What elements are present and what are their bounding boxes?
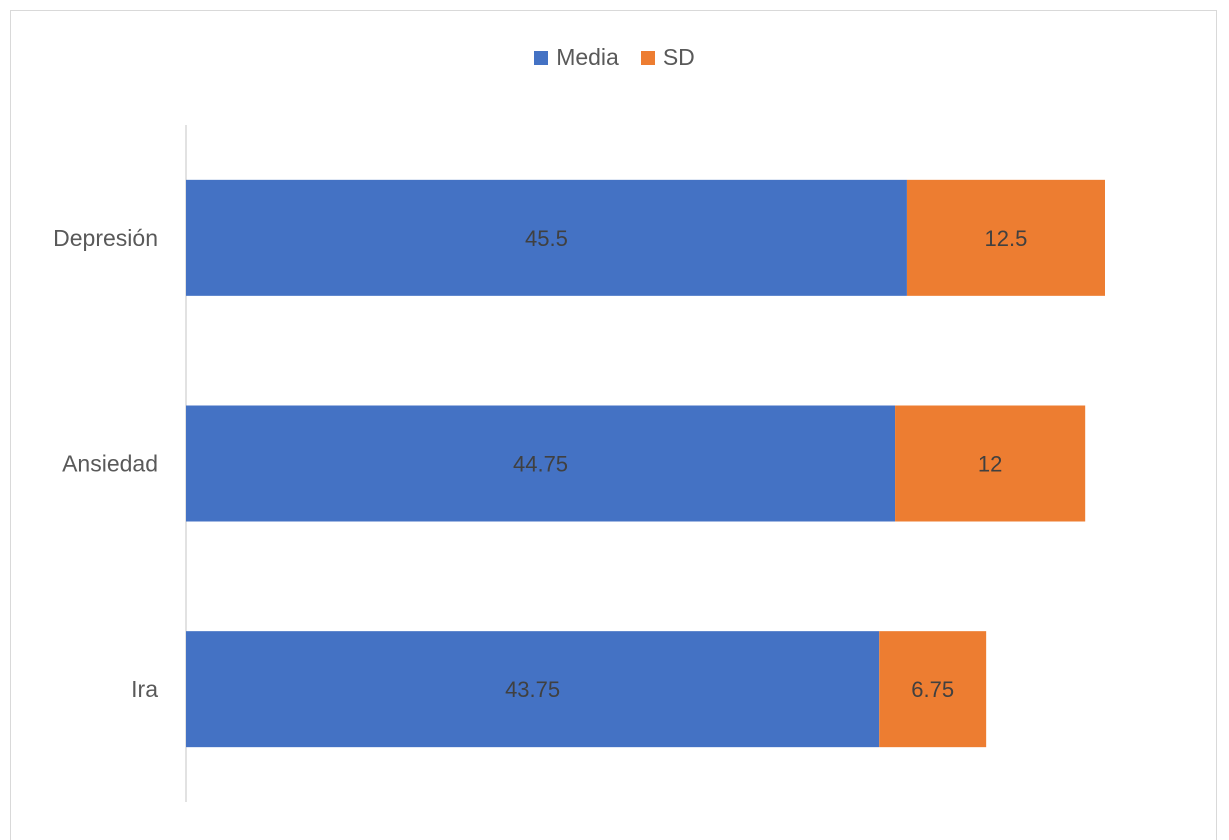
category-label-2: Ansiedad [62, 451, 158, 477]
data-label-media-2: 44.75 [513, 452, 568, 477]
data-label-media-1: 45.5 [525, 226, 568, 251]
legend-label-media: Media [556, 44, 619, 70]
bar-sd-1 [906, 179, 1105, 296]
data-label-sd-3: 6.75 [911, 677, 954, 702]
legend-item-sd: SD [640, 44, 695, 71]
legend: Media SD [0, 44, 1229, 71]
legend-swatch-media [534, 50, 549, 65]
bar-sd-3 [879, 631, 987, 748]
legend-label-sd: SD [662, 44, 695, 70]
bar-media-3 [186, 631, 880, 748]
data-label-sd-2: 12 [978, 452, 1002, 477]
legend-item-media: Media [534, 44, 619, 71]
legend-swatch-sd [640, 50, 655, 65]
bar-media-1 [186, 179, 907, 296]
category-label-1: Depresión [53, 225, 158, 251]
bar-media-2 [186, 405, 896, 522]
data-label-media-3: 43.75 [505, 677, 560, 702]
bar-sd-2 [895, 405, 1086, 522]
data-label-sd-1: 12.5 [985, 226, 1028, 251]
category-label-3: Ira [131, 676, 158, 702]
